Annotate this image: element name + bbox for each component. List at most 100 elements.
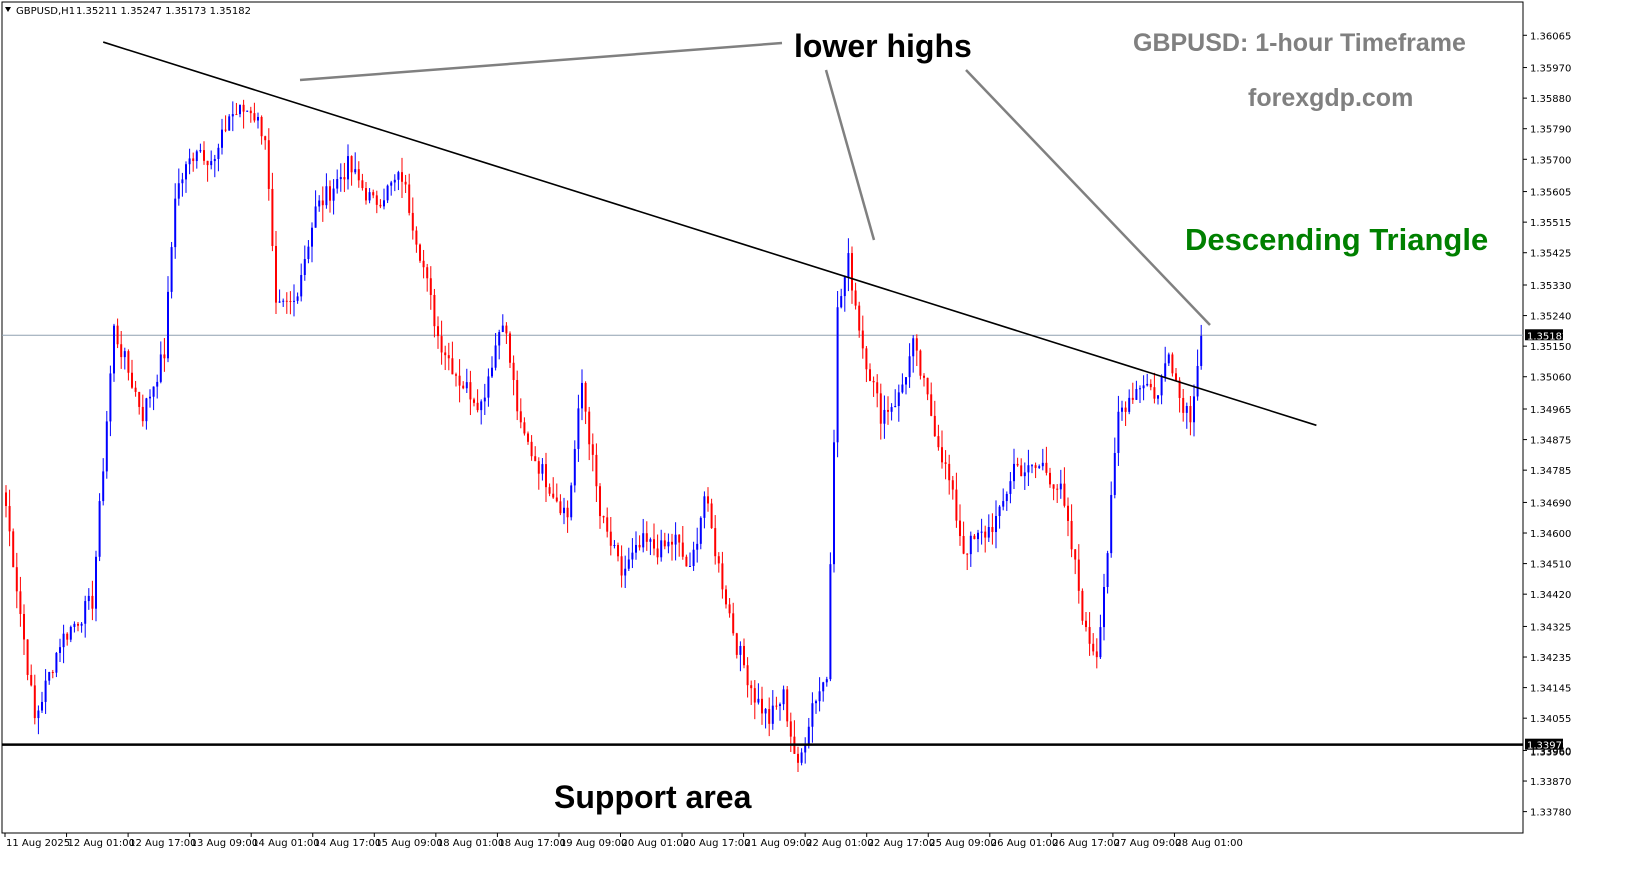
candle — [995, 500, 997, 549]
candle — [149, 389, 151, 408]
candle — [1092, 633, 1095, 656]
time-tick-label: 28 Aug 01:00 — [1175, 838, 1242, 849]
candle — [671, 533, 673, 561]
candle — [1005, 491, 1008, 511]
candle — [825, 676, 828, 687]
candle — [347, 144, 349, 190]
candle — [1013, 448, 1015, 490]
candle — [678, 534, 681, 557]
price-tick-label: 1.34875 — [1530, 436, 1571, 447]
candle — [559, 494, 562, 516]
candle — [991, 513, 994, 545]
candle — [768, 697, 771, 737]
candle — [609, 517, 612, 556]
candle — [653, 523, 655, 556]
candle — [933, 400, 936, 437]
candle — [775, 696, 778, 710]
candle — [1063, 467, 1066, 508]
candle — [955, 472, 958, 528]
price-tick-label: 1.34325 — [1530, 622, 1571, 633]
candle — [1045, 446, 1048, 476]
candle — [1121, 400, 1123, 421]
candle — [401, 157, 403, 198]
candle — [757, 683, 760, 705]
candle — [627, 547, 630, 572]
candle — [973, 533, 976, 540]
candle — [833, 429, 835, 573]
candle — [393, 174, 396, 192]
price-tick-label: 1.34145 — [1530, 684, 1571, 695]
candle — [253, 102, 256, 123]
candle — [638, 535, 641, 551]
candle — [87, 588, 90, 610]
time-tick-label: 14 Aug 01:00 — [252, 838, 319, 849]
candle — [73, 621, 76, 633]
candle — [343, 162, 346, 193]
price-tick-label: 1.35880 — [1530, 94, 1571, 105]
candle — [123, 347, 126, 370]
time-tick-label: 20 Aug 01:00 — [622, 838, 689, 849]
candle — [998, 505, 1001, 529]
candle — [1099, 614, 1102, 659]
candle — [977, 529, 979, 553]
candle — [1160, 374, 1163, 405]
candle — [595, 443, 598, 503]
candle — [109, 365, 112, 437]
candle — [19, 576, 22, 627]
candle — [915, 334, 918, 367]
candle — [890, 403, 893, 421]
candle — [570, 482, 573, 521]
candle — [710, 498, 713, 529]
candle — [840, 288, 843, 309]
candle — [354, 152, 357, 175]
candle — [1088, 612, 1091, 656]
candle — [285, 292, 288, 314]
candle — [210, 150, 213, 170]
candle — [699, 516, 702, 550]
candle — [357, 161, 360, 188]
candle — [419, 243, 421, 263]
candle — [617, 542, 619, 562]
candle — [894, 389, 897, 408]
candle — [206, 160, 209, 182]
candle — [465, 368, 468, 393]
candle — [951, 475, 954, 500]
time-tick-label: 25 Aug 09:00 — [929, 838, 996, 849]
candle — [883, 395, 886, 439]
candle — [1059, 469, 1062, 499]
candle — [1110, 481, 1113, 558]
candle — [59, 638, 61, 662]
lower-highs-label: lower highs — [794, 28, 972, 64]
candle — [854, 282, 857, 310]
candle — [847, 238, 850, 292]
candle — [829, 552, 832, 682]
candle — [703, 491, 706, 529]
candle — [577, 394, 580, 462]
candle — [1117, 395, 1120, 466]
price-tick-label: 1.35425 — [1530, 249, 1571, 260]
price-tick-label: 1.35515 — [1530, 218, 1571, 229]
candle — [469, 370, 472, 416]
candle — [483, 383, 486, 416]
support-price-text: 1.33977 — [1527, 741, 1568, 752]
candle — [735, 632, 738, 659]
candle — [242, 99, 245, 129]
candle — [527, 431, 529, 445]
candle — [631, 538, 634, 569]
candle — [1103, 573, 1105, 641]
candle — [260, 115, 263, 145]
candle — [1139, 385, 1141, 404]
candle — [746, 657, 749, 698]
candle — [714, 515, 717, 565]
candle — [177, 168, 180, 206]
candle — [761, 686, 763, 725]
candle — [876, 374, 879, 408]
dropdown-triangle-icon[interactable] — [5, 7, 11, 12]
candle — [221, 118, 223, 155]
candle — [1034, 462, 1037, 479]
candle — [102, 458, 105, 506]
candle — [426, 263, 429, 292]
time-tick-label: 13 Aug 09:00 — [191, 838, 258, 849]
candle — [530, 435, 533, 461]
candle — [861, 315, 864, 359]
